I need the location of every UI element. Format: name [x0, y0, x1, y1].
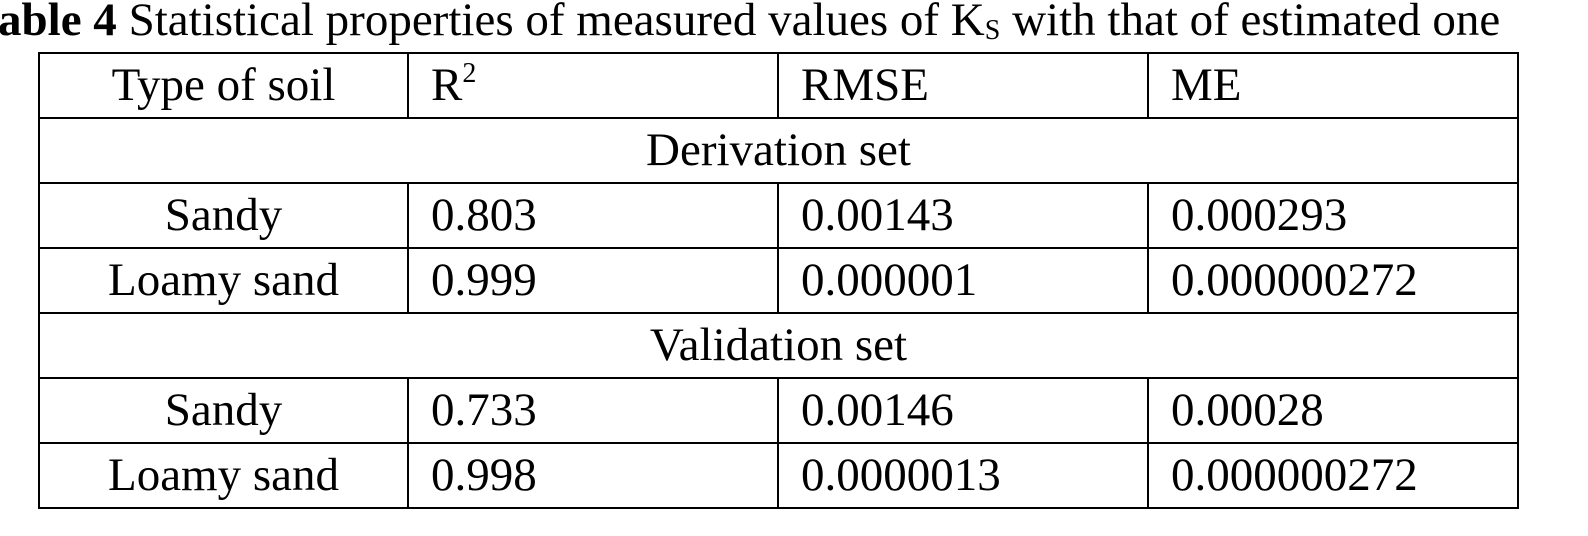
value-cell: 0.000001	[777, 247, 1149, 314]
soil-type: Loamy sand	[38, 442, 409, 509]
data-table: Type of soil R2 RMSE ME Derivation set Sandy 0…	[38, 52, 1519, 509]
section-title: Derivation set	[38, 117, 1519, 184]
caption-text: Statistical properties of measured value…	[128, 0, 985, 46]
header-cell: RMSE	[777, 52, 1149, 119]
header-text: R	[431, 59, 463, 111]
header-cell: Type of soil	[38, 52, 409, 119]
soil-type: Loamy sand	[38, 247, 409, 314]
value-cell: 0.998	[407, 442, 779, 509]
value-cell: 0.000000272	[1147, 442, 1519, 509]
caption-text: with that of estimated one	[1000, 0, 1501, 46]
value-cell: 0.803	[407, 182, 779, 249]
data-row: Sandy 0.803 0.00143 0.000293	[38, 182, 1519, 249]
data-row: Sandy 0.733 0.00146 0.00028	[38, 377, 1519, 444]
section-row: Validation set	[38, 312, 1519, 379]
header-cell: ME	[1147, 52, 1519, 119]
header-row: Type of soil R2 RMSE ME	[38, 52, 1519, 119]
value-cell: 0.999	[407, 247, 779, 314]
value-cell: 0.000293	[1147, 182, 1519, 249]
value-cell: 0.00146	[777, 377, 1149, 444]
caption-subscript: S	[984, 15, 1001, 46]
data-row: Loamy sand 0.998 0.0000013 0.000000272	[38, 442, 1519, 509]
value-cell: 0.00143	[777, 182, 1149, 249]
superscript: 2	[462, 58, 477, 89]
table-caption: able 4 Statistical properties of measure…	[0, 0, 1500, 46]
caption-label: able 4	[0, 0, 117, 46]
data-row: Loamy sand 0.999 0.000001 0.000000272	[38, 247, 1519, 314]
soil-type: Sandy	[38, 377, 409, 444]
value-cell: 0.733	[407, 377, 779, 444]
header-cell: R2	[407, 52, 779, 119]
value-cell: 0.0000013	[777, 442, 1149, 509]
soil-type: Sandy	[38, 182, 409, 249]
value-cell: 0.00028	[1147, 377, 1519, 444]
value-cell: 0.000000272	[1147, 247, 1519, 314]
section-row: Derivation set	[38, 117, 1519, 184]
section-title: Validation set	[38, 312, 1519, 379]
